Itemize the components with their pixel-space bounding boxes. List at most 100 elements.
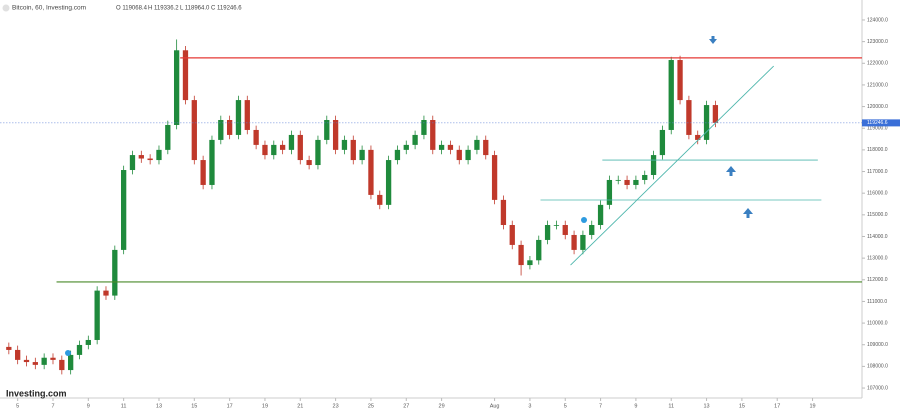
x-tick-label: 17 [774, 403, 780, 409]
x-tick-label: 11 [121, 403, 127, 409]
candle-body [297, 134, 303, 161]
candle-body [120, 170, 127, 250]
candle-body [244, 100, 250, 130]
last-price-box [862, 119, 900, 127]
x-tick-label: Aug [490, 403, 500, 409]
candle-body [536, 239, 542, 261]
watermark: Investing.com [6, 388, 67, 398]
ohlc-low: L 118964.0 [180, 6, 210, 12]
y-tick-label: 108000.0 [867, 364, 888, 370]
x-tick-label: 9 [87, 403, 90, 409]
candle-body [288, 134, 295, 150]
y-tick-label: 117000.0 [867, 169, 888, 175]
candle-body [85, 339, 91, 345]
candle-body [624, 179, 630, 185]
candle-body [474, 139, 480, 150]
candle-body [677, 60, 683, 101]
candle-body [279, 144, 286, 150]
candle-body [668, 60, 674, 130]
x-tick-label: 7 [599, 403, 602, 409]
x-tick-label: 29 [439, 403, 445, 409]
candle-body [68, 354, 74, 371]
arrow-up [726, 166, 736, 176]
event-marker[interactable] [581, 217, 587, 223]
x-tick-label: 11 [668, 403, 674, 409]
candle-body [129, 155, 136, 171]
y-tick-label: 123000.0 [867, 39, 888, 45]
candle-body [509, 225, 515, 245]
x-tick-label: 13 [156, 403, 162, 409]
candle-body [253, 129, 259, 145]
candle-body [209, 139, 215, 185]
candle-body [403, 144, 409, 150]
candle-body [385, 160, 392, 205]
candle-body [571, 234, 577, 250]
candle-body [518, 244, 524, 266]
chart-title: Bitcoin, 60, Investing.com [12, 5, 86, 12]
candle-body [686, 100, 692, 135]
y-tick-label: 124000.0 [867, 17, 888, 23]
y-tick-label: 116000.0 [867, 191, 888, 197]
candle-body [341, 139, 348, 150]
candle-body [394, 149, 401, 161]
candle-body [359, 149, 365, 161]
candle-body [147, 158, 153, 161]
candle-body [156, 149, 162, 161]
x-tick-label: 5 [564, 403, 567, 409]
candle-body [32, 362, 38, 365]
candle-body [606, 179, 613, 205]
candle-body [659, 129, 666, 156]
candle-body [642, 174, 648, 180]
candle-body [324, 119, 330, 140]
candle-body [712, 105, 719, 123]
candle-body [6, 346, 12, 350]
x-tick-label: 15 [739, 403, 745, 409]
candle-body [368, 149, 374, 195]
y-tick-label: 119000.0 [867, 126, 888, 132]
candle-body [615, 179, 621, 181]
x-tick-label: 25 [368, 403, 374, 409]
menu-icon[interactable] [2, 4, 10, 12]
candle-body [76, 344, 83, 355]
candle-body [23, 359, 30, 363]
candle-body [200, 160, 206, 185]
trend-line [570, 65, 774, 266]
candle-body [350, 139, 356, 161]
candle-body [191, 100, 197, 161]
candle-body [235, 100, 242, 135]
candle-body [650, 155, 657, 175]
y-tick-label: 122000.0 [867, 61, 888, 67]
y-tick-label: 120000.0 [867, 104, 888, 110]
x-tick-label: 15 [191, 403, 197, 409]
ohlc-high: H 119336.2 [148, 6, 179, 12]
candle-body [597, 204, 604, 226]
ohlc-close: C 119246.6 [211, 6, 242, 12]
candle-body [580, 234, 586, 250]
x-tick-label: 9 [634, 403, 637, 409]
candle-body [633, 179, 639, 185]
candle-body [218, 119, 224, 140]
y-tick-label: 112000.0 [867, 277, 888, 283]
candle-body [15, 349, 21, 360]
candle-body [491, 155, 498, 200]
candle-body [465, 149, 471, 161]
y-tick-label: 110000.0 [867, 320, 888, 326]
candle-body [447, 144, 454, 150]
event-marker[interactable] [65, 350, 71, 356]
x-tick-label: 13 [703, 403, 709, 409]
x-tick-label: 17 [227, 403, 233, 409]
candle-body [332, 119, 339, 150]
arrow-down [709, 36, 717, 44]
last-price-label: 119246.6 [867, 120, 888, 126]
candle-body [306, 160, 312, 166]
candle-body [430, 119, 436, 150]
candle-body [182, 50, 189, 101]
y-tick-label: 109000.0 [867, 342, 888, 348]
candle-body [703, 105, 710, 140]
candle-body [112, 249, 118, 296]
candle-body [41, 357, 47, 365]
candle-body [695, 134, 701, 140]
candle-body [262, 144, 268, 156]
candle-body [50, 357, 56, 360]
